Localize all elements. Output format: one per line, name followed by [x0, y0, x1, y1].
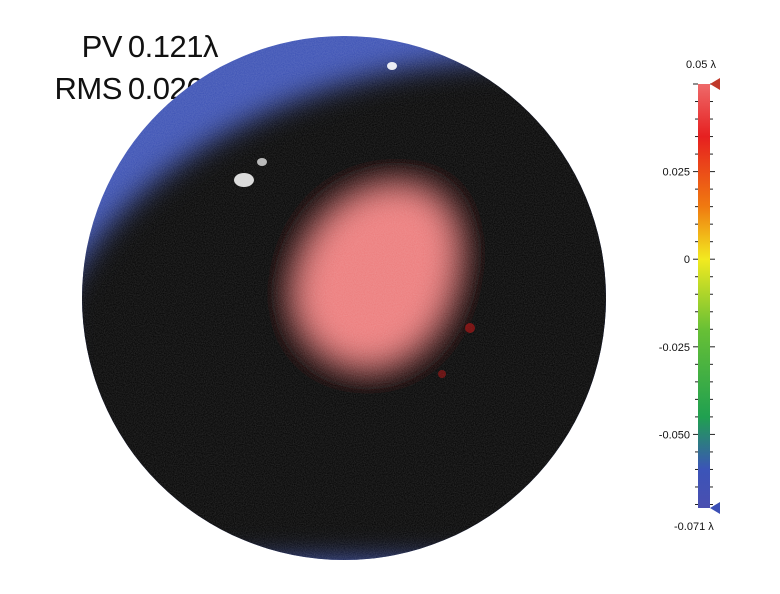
surface-defect: [438, 370, 446, 378]
surface-defect: [387, 62, 397, 70]
pv-label: PV: [81, 29, 123, 64]
surface-defect: [257, 158, 267, 166]
measurement-disc: [82, 36, 606, 560]
surface-texture: [82, 36, 606, 560]
color-scale-tick-label: -0.050: [659, 429, 690, 441]
surface-defects: [234, 62, 475, 378]
rms-label: RMS: [54, 71, 123, 106]
surface-statistics: PV 0.121λ RMS 0.026λ: [54, 26, 219, 110]
color-scale-min-label: -0.071 λ: [674, 521, 714, 533]
pv-readout: PV 0.121λ: [55, 26, 219, 68]
surface-defect: [465, 323, 475, 333]
min-marker-icon: [710, 502, 720, 514]
color-scale-tick-label: 0: [684, 254, 690, 266]
surface-defect: [234, 173, 254, 187]
max-marker-icon: [710, 78, 720, 90]
color-scale-ticks: [693, 83, 715, 505]
color-scale-tick-labels: 0.025 0 -0.025 -0.050: [659, 167, 690, 442]
color-scale-max-label: 0.05 λ: [686, 59, 716, 71]
pv-value: 0.121λ: [127, 29, 219, 64]
color-scale-tick-label: -0.025: [659, 342, 690, 354]
color-scale-tick-label: 0.025: [662, 167, 690, 179]
color-scale-bar: [698, 84, 710, 508]
